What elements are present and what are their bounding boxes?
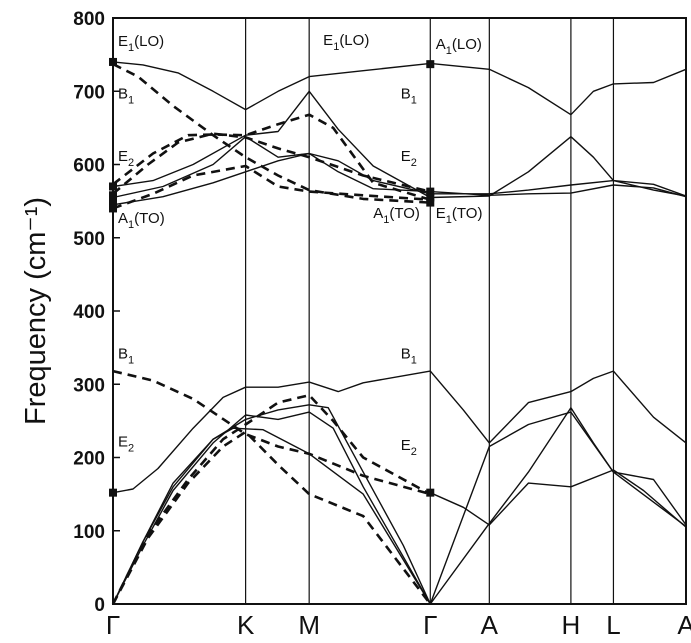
- mode-label: B1: [118, 346, 134, 367]
- mode-label: B1: [401, 346, 417, 367]
- plot-frame: [112, 17, 687, 605]
- dispersion-branch-dashed: [112, 132, 431, 195]
- dispersion-branch-dashed: [112, 62, 431, 204]
- dispersion-branch-dashed: [111, 430, 432, 605]
- y-tick-label: 200: [73, 449, 105, 470]
- x-tick-label: K: [237, 610, 255, 640]
- dispersion-branch-solid: [429, 407, 687, 605]
- dispersion-branch-dashed: [112, 369, 431, 496]
- y-tick-label: 800: [73, 9, 105, 30]
- mode-label: A1(TO): [373, 205, 420, 226]
- y-tick-label: 100: [73, 522, 105, 543]
- dispersion-branches: [111, 61, 687, 605]
- x-tick-label: L: [606, 610, 620, 640]
- dispersion-branch-solid: [112, 152, 687, 206]
- dispersion-branch-solid: [112, 411, 431, 605]
- mode-label: B1: [401, 86, 417, 107]
- y-axis-ticks: 0 100 200 300 400 500 600 700 800: [73, 9, 120, 616]
- dispersion-branch-solid: [112, 136, 687, 199]
- data-point-markers: [109, 57, 435, 497]
- y-tick-label: 500: [73, 229, 105, 250]
- x-tick-label: A: [677, 610, 691, 640]
- mode-label: E1(TO): [436, 205, 483, 226]
- x-tick-label: Γ: [423, 610, 437, 640]
- dispersion-branch-solid: [112, 370, 687, 494]
- dispersion-branch-solid: [429, 411, 687, 605]
- dispersion-branch-solid: [112, 90, 687, 199]
- dispersion-branch-dashed: [111, 393, 431, 605]
- x-tick-label: Γ: [106, 610, 120, 640]
- dispersion-branch-solid: [112, 61, 687, 116]
- data-point-marker: [426, 198, 435, 207]
- mode-label: A1(TO): [118, 210, 165, 231]
- mode-labels: E1(LO) B1 E2 A1(TO) E1(LO) A1(LO) B1 E2 A1(TO) E1…: [118, 32, 482, 458]
- mode-label: B1: [118, 86, 134, 107]
- y-tick-label: 700: [73, 82, 105, 103]
- y-tick-label: 0: [94, 595, 105, 616]
- data-point-marker: [426, 193, 435, 202]
- data-point-marker: [426, 187, 435, 196]
- y-tick-label: 600: [73, 156, 105, 177]
- dispersion-branch-solid: [430, 469, 687, 528]
- mode-label: A1(LO): [436, 36, 482, 57]
- dispersion-branch-dashed: [112, 113, 431, 201]
- x-tick-label: H: [562, 610, 581, 640]
- mode-label: E1(LO): [118, 33, 164, 54]
- x-tick-label: M: [298, 610, 320, 640]
- dispersion-branch-solid: [112, 404, 431, 605]
- mode-label: E2: [118, 148, 134, 169]
- dispersion-branch-dashed: [112, 164, 431, 210]
- y-tick-label: 300: [73, 375, 105, 396]
- mode-label: E1(LO): [323, 32, 369, 53]
- mode-label: E2: [401, 148, 417, 169]
- mode-label: E2: [118, 434, 134, 455]
- y-tick-label: 400: [73, 302, 105, 323]
- y-axis-label: Frequency (cm⁻¹): [20, 197, 52, 425]
- dispersion-branch-solid: [112, 427, 431, 605]
- data-point-marker: [426, 60, 435, 69]
- data-point-marker: [426, 488, 435, 497]
- mode-label: E2: [401, 437, 417, 458]
- x-tick-label: A: [481, 610, 499, 640]
